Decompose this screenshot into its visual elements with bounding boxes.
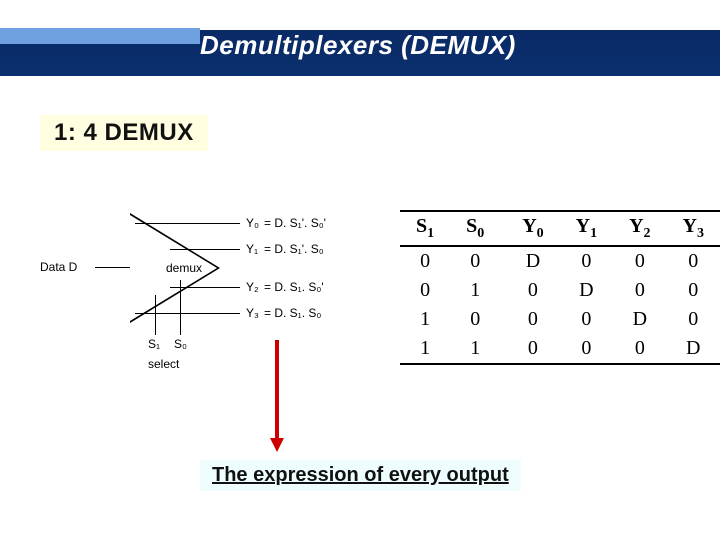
sel-line-1 bbox=[155, 295, 156, 335]
table-header-row: S1 S0 Y0 Y1 Y2 Y3 bbox=[400, 211, 720, 246]
col-y2: Y2 bbox=[613, 211, 666, 246]
out1-name: Y₁ bbox=[246, 242, 258, 256]
cell: D bbox=[506, 246, 559, 276]
cell: 1 bbox=[400, 334, 450, 364]
cell: 0 bbox=[560, 305, 613, 334]
col-y3: Y3 bbox=[667, 211, 720, 246]
input-line bbox=[95, 267, 130, 268]
header-accent bbox=[0, 28, 200, 44]
sel-label-0: S₀ bbox=[174, 337, 187, 351]
cell: D bbox=[560, 276, 613, 305]
out-line-0 bbox=[135, 223, 240, 224]
arrow-stem bbox=[275, 340, 279, 440]
cell: 0 bbox=[613, 276, 666, 305]
cell: 0 bbox=[613, 246, 666, 276]
cell: 0 bbox=[560, 246, 613, 276]
cell: 1 bbox=[450, 334, 500, 364]
cell: 0 bbox=[667, 246, 720, 276]
slide-header: Demultiplexers (DEMUX) bbox=[0, 0, 720, 90]
select-group-label: select bbox=[148, 357, 179, 371]
col-y0: Y0 bbox=[506, 211, 559, 246]
input-label: Data D bbox=[40, 260, 77, 274]
cell: 0 bbox=[506, 334, 559, 364]
subtitle: 1: 4 DEMUX bbox=[54, 119, 194, 147]
out1-expr: = D. S₁'. S₀ bbox=[264, 242, 324, 256]
cell: 0 bbox=[667, 276, 720, 305]
cell: 0 bbox=[560, 334, 613, 364]
col-s0: S0 bbox=[450, 211, 500, 246]
footer-box: The expression of every output bbox=[200, 460, 521, 491]
col-y1: Y1 bbox=[560, 211, 613, 246]
page-title: Demultiplexers (DEMUX) bbox=[200, 30, 516, 61]
cell: 1 bbox=[450, 276, 500, 305]
cell: 0 bbox=[400, 276, 450, 305]
out3-expr: = D. S₁. S₀ bbox=[264, 306, 321, 320]
out-line-1 bbox=[170, 249, 240, 250]
table-row: 0 1 0 D 0 0 bbox=[400, 276, 720, 305]
out2-name: Y₂ bbox=[246, 280, 259, 294]
demux-diagram: Data D demux Y₀ = D. S₁'. S₀' Y₁ = D. S₁… bbox=[40, 205, 370, 375]
cell: D bbox=[667, 334, 720, 364]
cell: 0 bbox=[667, 305, 720, 334]
out2-expr: = D. S₁. S₀' bbox=[264, 280, 324, 294]
table-row: 1 0 0 0 D 0 bbox=[400, 305, 720, 334]
arrow-head bbox=[270, 438, 284, 452]
col-s1: S1 bbox=[400, 211, 450, 246]
cell: 0 bbox=[506, 276, 559, 305]
cell: D bbox=[613, 305, 666, 334]
cell: 0 bbox=[400, 246, 450, 276]
out-line-3 bbox=[135, 313, 240, 314]
cell: 0 bbox=[506, 305, 559, 334]
out3-name: Y₃ bbox=[246, 306, 259, 320]
cell: 1 bbox=[400, 305, 450, 334]
subtitle-box: 1: 4 DEMUX bbox=[40, 115, 208, 151]
block-label: demux bbox=[166, 261, 202, 275]
sel-line-0 bbox=[180, 280, 181, 335]
table-row: 1 1 0 0 0 D bbox=[400, 334, 720, 364]
truth-table: S1 S0 Y0 Y1 Y2 Y3 0 0 D 0 0 0 0 1 0 D 0 … bbox=[400, 210, 720, 365]
out0-expr: = D. S₁'. S₀' bbox=[264, 216, 326, 230]
sel-label-1: S₁ bbox=[148, 337, 160, 351]
cell: 0 bbox=[450, 305, 500, 334]
out0-name: Y₀ bbox=[246, 216, 259, 230]
table-row: 0 0 D 0 0 0 bbox=[400, 246, 720, 276]
cell: 0 bbox=[450, 246, 500, 276]
footer-text: The expression of every output bbox=[212, 464, 509, 486]
cell: 0 bbox=[613, 334, 666, 364]
